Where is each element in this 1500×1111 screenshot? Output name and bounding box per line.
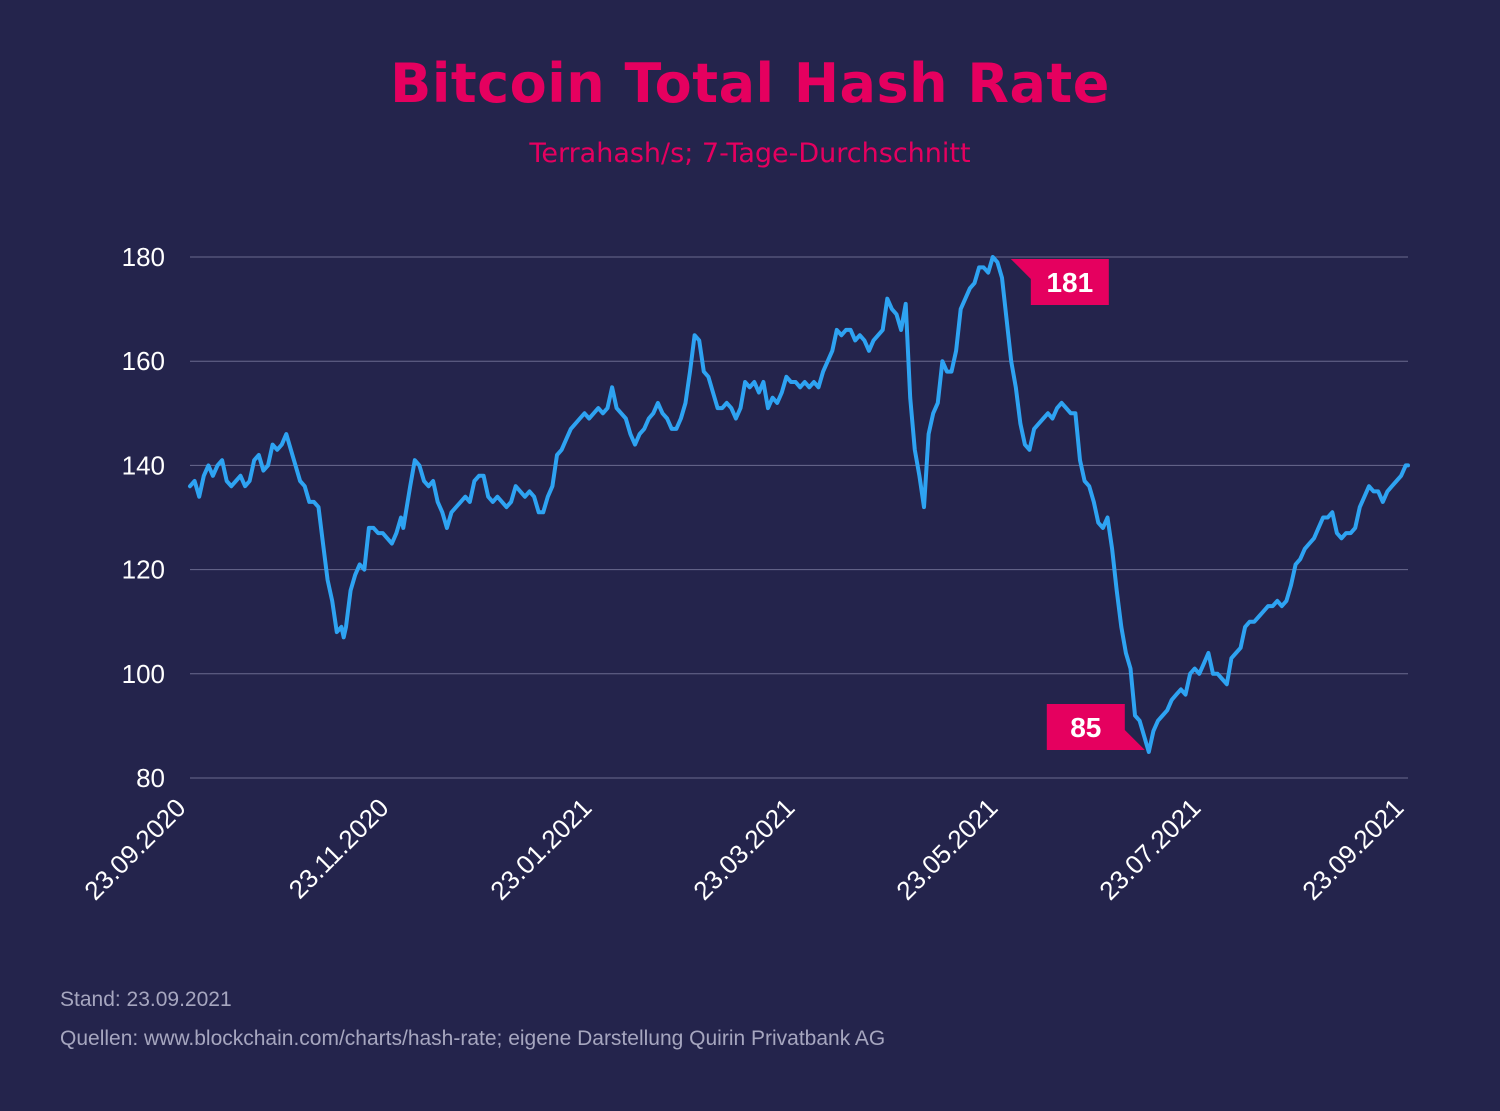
grid-lines (190, 256, 1408, 779)
annotation-max-box (1010, 259, 1109, 305)
annotation-min-box (1046, 703, 1145, 750)
x-tick-label: 23.03.2021 (687, 792, 800, 905)
series-line (188, 255, 1410, 754)
annotation-min-label: 85 (1070, 712, 1101, 743)
x-tick-label: 23.07.2021 (1093, 792, 1206, 905)
x-tick-label: 23.09.2020 (78, 792, 191, 905)
annotations: 181 85 (1010, 259, 1145, 750)
y-tick-label: 140 (122, 450, 165, 480)
x-tick-label: 23.05.2021 (890, 792, 1003, 905)
y-tick-label: 80 (136, 763, 165, 793)
y-tick-label: 180 (122, 242, 165, 272)
series-group (188, 255, 1410, 754)
annotation-max-label: 181 (1046, 267, 1093, 298)
chart-title: Bitcoin Total Hash Rate (390, 52, 1110, 115)
x-tick-label: 23.01.2021 (484, 792, 597, 905)
x-tick-label: 23.09.2021 (1296, 792, 1409, 905)
chart-subtitle: Terrahash/s; 7-Tage-Durchschnitt (529, 138, 971, 169)
annotation-min: 85 (1046, 703, 1145, 750)
y-tick-label: 100 (122, 659, 165, 689)
annotation-max: 181 (1010, 259, 1109, 305)
y-axis-ticks: 80 100 120 140 160 180 (122, 242, 165, 793)
x-tick-label: 23.11.2020 (283, 792, 395, 904)
x-axis-ticks: 23.09.2020 23.11.2020 23.01.2021 23.03.2021… (78, 792, 1409, 905)
footer-date: Stand: 23.09.2021 (60, 988, 232, 1011)
footer-sources: Quellen: www.blockchain.com/charts/hash-… (60, 1027, 886, 1050)
y-tick-label: 120 (122, 555, 165, 585)
y-tick-label: 160 (122, 346, 165, 376)
